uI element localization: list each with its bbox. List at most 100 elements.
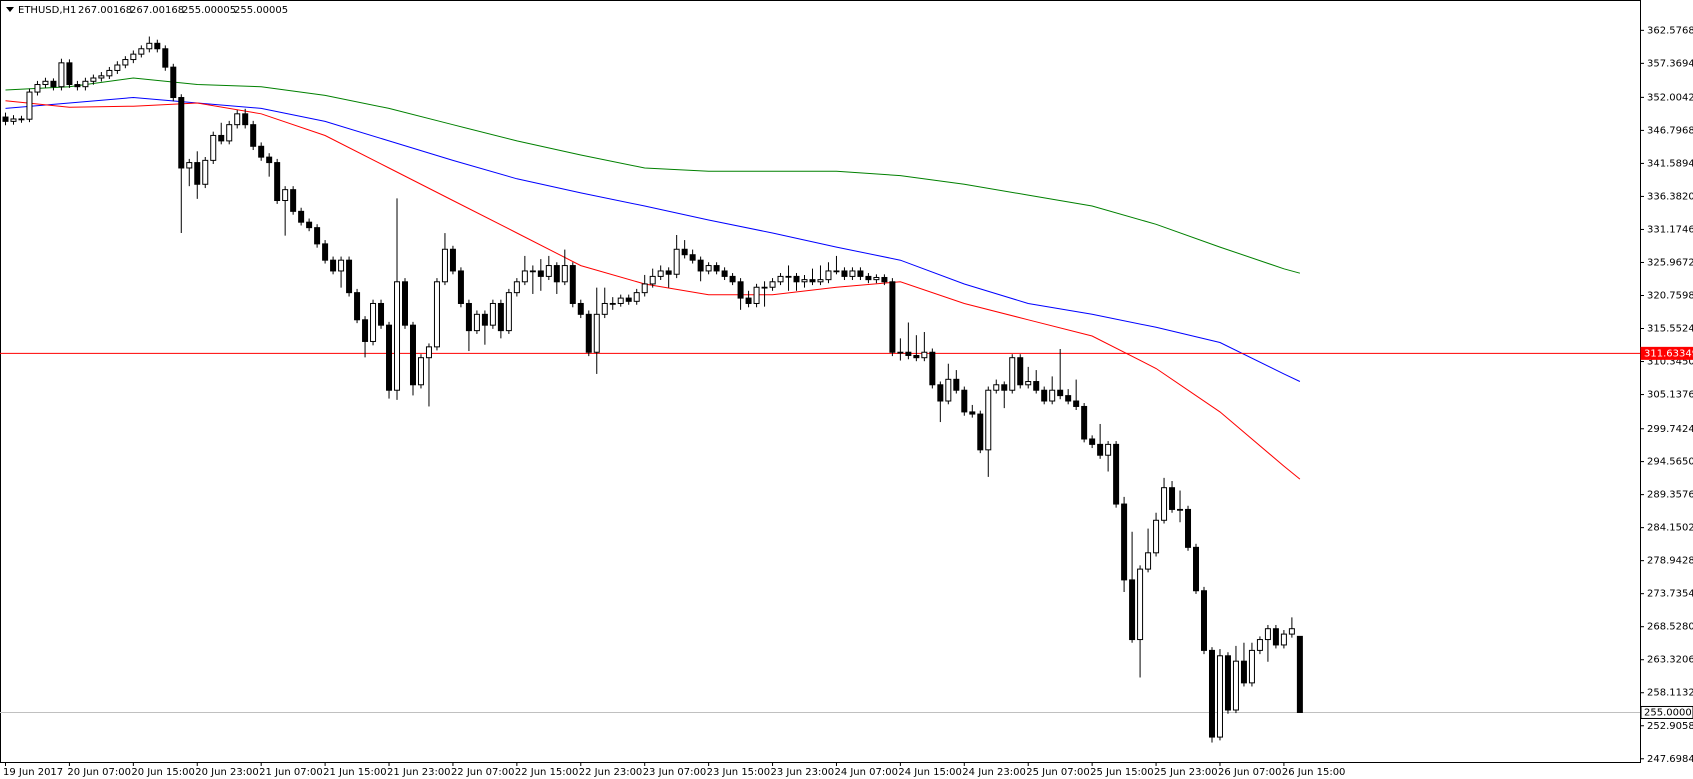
y-tick-label: 284.15020 bbox=[1647, 523, 1693, 534]
y-tick-label: 294.56500 bbox=[1647, 457, 1693, 468]
candle-body bbox=[146, 42, 153, 50]
candle-body bbox=[857, 270, 864, 277]
candle-body bbox=[545, 265, 552, 277]
candle-body bbox=[625, 297, 632, 302]
candle-body bbox=[242, 113, 249, 126]
candle-body bbox=[370, 302, 377, 342]
candle-body bbox=[505, 292, 512, 332]
candle-body bbox=[929, 351, 936, 386]
x-tick-label: 25 Jun 07:00 bbox=[1026, 767, 1090, 778]
moving-average bbox=[5, 100, 1301, 480]
y-tick-label: 320.75980 bbox=[1647, 290, 1693, 301]
candle-body bbox=[258, 145, 265, 158]
candle-body bbox=[889, 281, 896, 353]
candle-body bbox=[457, 270, 464, 304]
quote-value: 255.00005 bbox=[182, 5, 236, 16]
candle-body bbox=[825, 270, 832, 281]
candle-body bbox=[394, 281, 401, 391]
quote-value: 255.00005 bbox=[234, 5, 288, 16]
x-tick-label: 23 Jun 23:00 bbox=[771, 767, 835, 778]
y-tick-label: 346.79680 bbox=[1647, 125, 1693, 136]
candle-body bbox=[130, 53, 137, 61]
y-tick-label: 289.35760 bbox=[1647, 490, 1693, 501]
candle-body bbox=[657, 270, 664, 277]
candle-body bbox=[1105, 443, 1112, 456]
x-tick-label: 21 Jun 07:00 bbox=[259, 767, 323, 778]
candle-body bbox=[362, 319, 369, 342]
y-tick-label: 263.32060 bbox=[1647, 655, 1693, 666]
candle-body bbox=[881, 276, 888, 283]
y-tick-label: 336.38200 bbox=[1647, 191, 1693, 202]
candle-body bbox=[977, 413, 984, 451]
candle-body bbox=[1009, 357, 1016, 391]
candle-body bbox=[186, 162, 193, 169]
candle-body bbox=[817, 279, 824, 283]
candle-body bbox=[1065, 395, 1072, 402]
candle-body bbox=[42, 80, 49, 86]
candle-body bbox=[1057, 389, 1064, 397]
quote-value: 267.00168 bbox=[78, 5, 132, 16]
price-label-box bbox=[1640, 346, 1693, 360]
candle-body bbox=[1089, 438, 1096, 445]
candle-body bbox=[74, 84, 81, 88]
candle-body bbox=[98, 75, 105, 79]
x-tick-label: 24 Jun 07:00 bbox=[834, 767, 898, 778]
x-tick-label: 21 Jun 15:00 bbox=[323, 767, 387, 778]
candle-body bbox=[82, 80, 89, 88]
candle-body bbox=[697, 259, 704, 272]
candle-body bbox=[1121, 503, 1128, 581]
candle-body bbox=[138, 48, 145, 55]
candle-body bbox=[1201, 590, 1207, 651]
x-tick-label: 23 Jun 15:00 bbox=[707, 767, 771, 778]
candle-body bbox=[1145, 552, 1152, 570]
candle-body bbox=[601, 302, 608, 315]
candle-body bbox=[1025, 381, 1032, 386]
candle-body bbox=[681, 248, 688, 256]
x-tick-label: 22 Jun 15:00 bbox=[515, 767, 579, 778]
candle-body bbox=[897, 351, 904, 354]
candle-body bbox=[577, 302, 584, 315]
candle-body bbox=[705, 265, 712, 272]
candle-body bbox=[306, 221, 313, 229]
candle-body bbox=[1224, 655, 1231, 711]
y-tick-label: 305.13760 bbox=[1647, 390, 1693, 401]
candle-body bbox=[1208, 649, 1215, 738]
candle-body bbox=[585, 313, 592, 353]
candle-body bbox=[961, 389, 968, 413]
candle-body bbox=[665, 270, 672, 275]
x-tick-label: 19 Jun 2017 bbox=[3, 767, 63, 778]
x-tick-label: 24 Jun 15:00 bbox=[898, 767, 962, 778]
candle-body bbox=[537, 270, 544, 277]
candle-body bbox=[777, 275, 784, 283]
y-tick-label: 310.34500 bbox=[1647, 357, 1693, 368]
y-tick-label: 331.17460 bbox=[1647, 224, 1693, 235]
candle-body bbox=[633, 292, 640, 302]
candle-body bbox=[1129, 579, 1136, 641]
candle-body bbox=[865, 275, 872, 281]
candle-body bbox=[593, 313, 600, 353]
plot-frame bbox=[0, 0, 1641, 763]
candle-body bbox=[1240, 660, 1247, 684]
y-tick-label: 341.58940 bbox=[1647, 158, 1693, 169]
candle-body bbox=[569, 265, 576, 304]
candle-body bbox=[250, 124, 257, 147]
candle-body bbox=[1272, 628, 1279, 646]
moving-average bbox=[5, 77, 1301, 274]
candle-body bbox=[1001, 384, 1008, 391]
candle-body bbox=[34, 84, 41, 93]
candle-body bbox=[841, 270, 848, 277]
candle-body bbox=[1137, 568, 1144, 641]
candle-body bbox=[1049, 389, 1056, 402]
price-label: 311.63349 bbox=[1644, 348, 1693, 359]
candle-body bbox=[1248, 649, 1255, 684]
y-tick-label: 273.73540 bbox=[1647, 589, 1693, 600]
candle-body bbox=[945, 378, 952, 402]
candle-body bbox=[218, 134, 225, 142]
candle-body bbox=[649, 275, 656, 285]
candle-body bbox=[905, 351, 912, 356]
candle-body bbox=[673, 248, 680, 275]
candle-body bbox=[26, 91, 33, 120]
candle-body bbox=[745, 297, 752, 304]
menu-triangle[interactable] bbox=[6, 7, 14, 12]
